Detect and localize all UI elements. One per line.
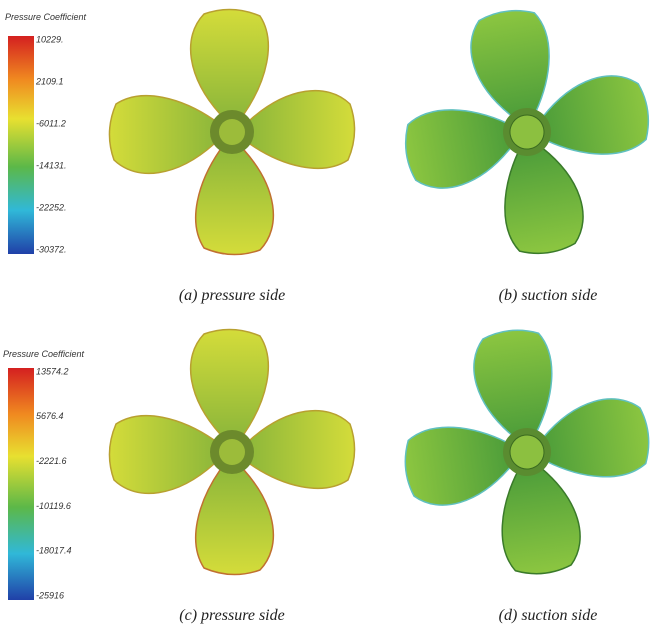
- legend-label: -22252.: [36, 202, 67, 212]
- legend-label: -25916: [36, 590, 64, 600]
- legend-label: -14131.: [36, 160, 67, 170]
- legend-label: -30372.: [36, 244, 67, 254]
- legend-label: -2221.6: [36, 456, 67, 466]
- legend-title: Pressure Coefficient: [3, 349, 85, 359]
- color-bar: [8, 36, 34, 254]
- legend-label: 13574.2: [36, 366, 69, 376]
- caption: (d) suction side: [499, 607, 598, 624]
- propeller-image: [389, 314, 650, 591]
- legend-label: -6011.2: [36, 118, 66, 128]
- propeller-image: [109, 329, 354, 574]
- legend: Pressure Coefficient 13574.2 5676.4 -2221.…: [3, 349, 85, 600]
- propeller-image: [385, 0, 650, 274]
- figure: Pressure Coefficient 10229. 2109.1 -6011.2…: [0, 0, 650, 630]
- propeller-image: [109, 9, 354, 254]
- legend-label: -18017.4: [36, 546, 72, 556]
- caption: (c) pressure side: [179, 607, 284, 624]
- figure-svg: Pressure Coefficient 10229. 2109.1 -6011.2…: [0, 0, 650, 630]
- caption: (b) suction side: [499, 287, 598, 304]
- legend-label: 10229.: [36, 34, 64, 44]
- legend-label: -10119.6: [36, 501, 71, 511]
- caption: (a) pressure side: [179, 287, 285, 304]
- legend-title: Pressure Coefficient: [5, 12, 87, 22]
- legend-label: 5676.4: [36, 411, 64, 421]
- legend-label: 2109.1: [35, 76, 64, 86]
- color-bar: [8, 368, 34, 600]
- legend: Pressure Coefficient 10229. 2109.1 -6011.2…: [5, 12, 87, 254]
